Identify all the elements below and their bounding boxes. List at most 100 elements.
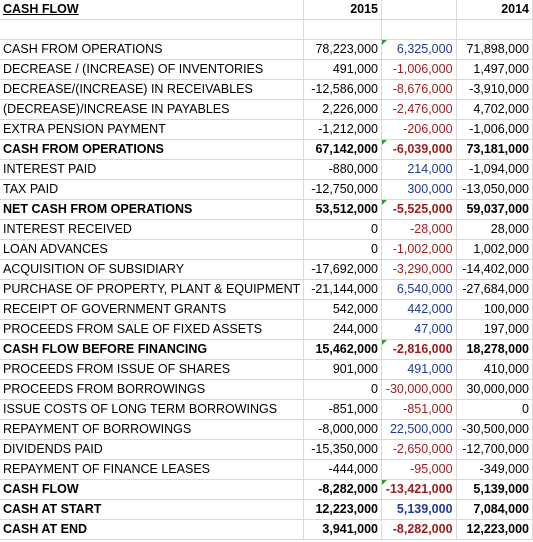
difference-cell[interactable]: 22,500,000: [381, 419, 457, 440]
row-label-cell[interactable]: INTEREST PAID: [0, 159, 305, 180]
difference-cell[interactable]: -13,421,000: [381, 479, 457, 500]
difference-cell[interactable]: 300,000: [381, 179, 457, 200]
row-label-cell[interactable]: CASH AT START: [0, 499, 305, 520]
row-label-cell[interactable]: ISSUE COSTS OF LONG TERM BORROWINGS: [0, 399, 305, 420]
value-2014-cell[interactable]: -1,094,000: [456, 159, 533, 180]
value-2014-cell[interactable]: 1,497,000: [456, 59, 533, 80]
value-2015-cell[interactable]: 67,142,000: [303, 139, 382, 160]
row-label-cell[interactable]: CASH FROM OPERATIONS: [0, 39, 305, 60]
value-2014-cell[interactable]: 18,278,000: [456, 339, 533, 360]
difference-cell[interactable]: 491,000: [381, 359, 457, 380]
difference-cell[interactable]: -30,000,000: [381, 379, 457, 400]
difference-cell[interactable]: -95,000: [381, 459, 457, 480]
value-2014-cell[interactable]: -12,700,000: [456, 439, 533, 460]
row-label-cell[interactable]: DIVIDENDS PAID: [0, 439, 305, 460]
difference-cell[interactable]: -6,039,000: [381, 139, 457, 160]
row-label-cell[interactable]: CASH FROM OPERATIONS: [0, 139, 305, 160]
value-2014-cell[interactable]: 4,702,000: [456, 99, 533, 120]
difference-cell[interactable]: -28,000: [381, 219, 457, 240]
empty-cell[interactable]: [303, 19, 382, 40]
value-2015-cell[interactable]: -1,212,000: [303, 119, 382, 140]
value-2014-cell[interactable]: 28,000: [456, 219, 533, 240]
value-2014-cell[interactable]: -349,000: [456, 459, 533, 480]
difference-cell[interactable]: -2,816,000: [381, 339, 457, 360]
sheet-title[interactable]: CASH FLOW: [0, 0, 305, 20]
difference-cell[interactable]: -3,290,000: [381, 259, 457, 280]
empty-cell[interactable]: [456, 19, 533, 40]
difference-cell[interactable]: 214,000: [381, 159, 457, 180]
difference-cell[interactable]: 47,000: [381, 319, 457, 340]
column-header-2014[interactable]: 2014: [456, 0, 533, 20]
row-label-cell[interactable]: CASH FLOW BEFORE FINANCING: [0, 339, 305, 360]
difference-cell[interactable]: -2,476,000: [381, 99, 457, 120]
value-2015-cell[interactable]: -8,282,000: [303, 479, 382, 500]
value-2014-cell[interactable]: -3,910,000: [456, 79, 533, 100]
value-2014-cell[interactable]: 12,223,000: [456, 519, 533, 540]
row-label-cell[interactable]: LOAN ADVANCES: [0, 239, 305, 260]
value-2014-cell[interactable]: -14,402,000: [456, 259, 533, 280]
row-label-cell[interactable]: DECREASE / (INCREASE) OF INVENTORIES: [0, 59, 305, 80]
column-header-2015[interactable]: 2015: [303, 0, 382, 20]
value-2015-cell[interactable]: -21,144,000: [303, 279, 382, 300]
value-2014-cell[interactable]: 1,002,000: [456, 239, 533, 260]
value-2014-cell[interactable]: 0: [456, 399, 533, 420]
difference-cell[interactable]: -851,000: [381, 399, 457, 420]
value-2015-cell[interactable]: -444,000: [303, 459, 382, 480]
row-label-cell[interactable]: PURCHASE OF PROPERTY, PLANT & EQUIPMENT: [0, 279, 305, 300]
value-2014-cell[interactable]: 71,898,000: [456, 39, 533, 60]
value-2015-cell[interactable]: 53,512,000: [303, 199, 382, 220]
value-2015-cell[interactable]: -12,586,000: [303, 79, 382, 100]
value-2015-cell[interactable]: 2,226,000: [303, 99, 382, 120]
value-2015-cell[interactable]: 901,000: [303, 359, 382, 380]
value-2015-cell[interactable]: -880,000: [303, 159, 382, 180]
difference-cell[interactable]: 6,540,000: [381, 279, 457, 300]
row-label-cell[interactable]: EXTRA PENSION PAYMENT: [0, 119, 305, 140]
value-2015-cell[interactable]: 0: [303, 239, 382, 260]
row-label-cell[interactable]: INTEREST RECEIVED: [0, 219, 305, 240]
value-2014-cell[interactable]: 30,000,000: [456, 379, 533, 400]
value-2014-cell[interactable]: 73,181,000: [456, 139, 533, 160]
value-2015-cell[interactable]: -15,350,000: [303, 439, 382, 460]
value-2015-cell[interactable]: 78,223,000: [303, 39, 382, 60]
row-label-cell[interactable]: PROCEEDS FROM SALE OF FIXED ASSETS: [0, 319, 305, 340]
difference-cell[interactable]: 5,139,000: [381, 499, 457, 520]
row-label-cell[interactable]: CASH AT END: [0, 519, 305, 540]
row-label-cell[interactable]: RECEIPT OF GOVERNMENT GRANTS: [0, 299, 305, 320]
value-2015-cell[interactable]: 244,000: [303, 319, 382, 340]
value-2014-cell[interactable]: 59,037,000: [456, 199, 533, 220]
row-label-cell[interactable]: ACQUISITION OF SUBSIDIARY: [0, 259, 305, 280]
difference-cell[interactable]: -1,006,000: [381, 59, 457, 80]
difference-cell[interactable]: -1,002,000: [381, 239, 457, 260]
value-2015-cell[interactable]: 12,223,000: [303, 499, 382, 520]
value-2015-cell[interactable]: 0: [303, 379, 382, 400]
value-2015-cell[interactable]: -851,000: [303, 399, 382, 420]
value-2014-cell[interactable]: -13,050,000: [456, 179, 533, 200]
difference-cell[interactable]: 6,325,000: [381, 39, 457, 60]
difference-cell[interactable]: -8,676,000: [381, 79, 457, 100]
value-2015-cell[interactable]: 491,000: [303, 59, 382, 80]
value-2015-cell[interactable]: -8,000,000: [303, 419, 382, 440]
value-2014-cell[interactable]: 197,000: [456, 319, 533, 340]
value-2015-cell[interactable]: -12,750,000: [303, 179, 382, 200]
row-label-cell[interactable]: PROCEEDS FROM BORROWINGS: [0, 379, 305, 400]
difference-cell[interactable]: -206,000: [381, 119, 457, 140]
value-2015-cell[interactable]: -17,692,000: [303, 259, 382, 280]
difference-cell[interactable]: -2,650,000: [381, 439, 457, 460]
column-header-difference[interactable]: [381, 0, 457, 20]
row-label-cell[interactable]: NET CASH FROM OPERATIONS: [0, 199, 305, 220]
value-2015-cell[interactable]: 542,000: [303, 299, 382, 320]
value-2015-cell[interactable]: 0: [303, 219, 382, 240]
difference-cell[interactable]: -5,525,000: [381, 199, 457, 220]
row-label-cell[interactable]: CASH FLOW: [0, 479, 305, 500]
row-label-cell[interactable]: DECREASE/(INCREASE) IN RECEIVABLES: [0, 79, 305, 100]
value-2014-cell[interactable]: 7,084,000: [456, 499, 533, 520]
value-2015-cell[interactable]: 3,941,000: [303, 519, 382, 540]
value-2015-cell[interactable]: 15,462,000: [303, 339, 382, 360]
row-label-cell[interactable]: REPAYMENT OF FINANCE LEASES: [0, 459, 305, 480]
row-label-cell[interactable]: (DECREASE)/INCREASE IN PAYABLES: [0, 99, 305, 120]
value-2014-cell[interactable]: -30,500,000: [456, 419, 533, 440]
value-2014-cell[interactable]: -1,006,000: [456, 119, 533, 140]
row-label-cell[interactable]: REPAYMENT OF BORROWINGS: [0, 419, 305, 440]
difference-cell[interactable]: -8,282,000: [381, 519, 457, 540]
row-label-cell[interactable]: PROCEEDS FROM ISSUE OF SHARES: [0, 359, 305, 380]
